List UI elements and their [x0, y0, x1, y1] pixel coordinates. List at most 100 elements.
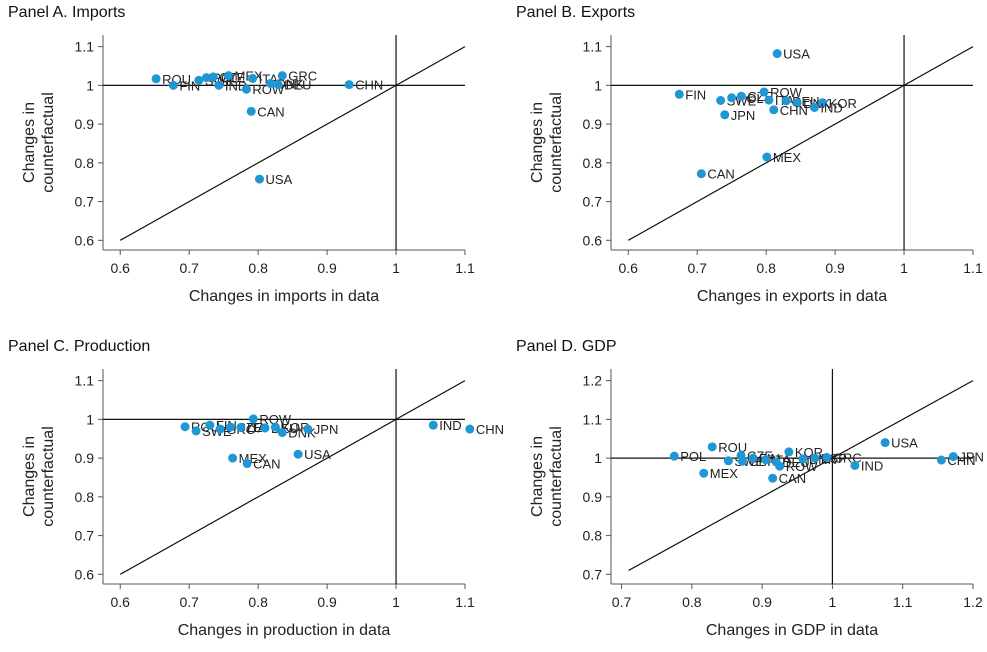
y-axis-title-line: counterfactual	[548, 426, 565, 527]
point-label: USA	[783, 47, 810, 62]
diagonal-line	[119, 380, 466, 575]
point-label: ROW	[770, 85, 803, 100]
x-tick-label: 0.9	[752, 594, 772, 610]
y-tick-label: 0.7	[583, 194, 603, 210]
data-point	[208, 72, 218, 82]
y-tick-label: 0.8	[583, 528, 603, 544]
y-tick-label: 0.7	[75, 194, 95, 210]
diagonal-line	[628, 380, 974, 571]
data-point	[248, 73, 258, 83]
y-tick-label: 0.8	[75, 155, 95, 171]
data-point	[762, 152, 772, 162]
y-axis-title-line: Changes in	[21, 436, 38, 517]
data-point	[810, 453, 820, 463]
y-axis-title-line: Changes in	[21, 102, 38, 183]
y-tick-label: 0.9	[75, 116, 95, 132]
point-label: DEU	[284, 78, 311, 93]
x-tick-label: 1.1	[893, 594, 913, 610]
point-label: CHN	[355, 78, 383, 93]
x-tick-label: 0.7	[179, 594, 199, 610]
diagonal-line	[119, 46, 466, 241]
data-point	[214, 80, 224, 90]
data-point	[236, 422, 246, 432]
data-point	[736, 91, 746, 101]
point-label: IND	[225, 78, 247, 93]
y-axis-title: Changes in counterfactual	[21, 426, 57, 527]
y-tick-label: 0.9	[583, 116, 603, 132]
y-axis-title-line: Changes in	[529, 436, 546, 517]
data-point	[761, 455, 771, 465]
y-tick-label: 0.8	[583, 155, 603, 171]
x-axis-title: Changes in imports in data	[189, 288, 379, 305]
data-point	[215, 424, 225, 434]
x-tick-label: 0.8	[248, 594, 268, 610]
data-point	[772, 49, 782, 59]
x-tick-label: 1	[392, 594, 400, 610]
data-point	[168, 80, 178, 90]
scatter-chart: 0.60.70.80.911.10.60.70.80.911.1ROUSWEFI…	[21, 369, 504, 639]
data-point	[784, 447, 794, 457]
data-point	[936, 455, 946, 465]
data-point	[792, 98, 802, 108]
data-point	[748, 453, 758, 463]
data-point	[344, 80, 354, 90]
y-axis-title-line: Changes in	[529, 102, 546, 183]
y-tick-label: 1.1	[583, 39, 603, 55]
data-point	[822, 452, 832, 462]
data-point	[201, 73, 211, 83]
y-tick-label: 0.8	[75, 489, 95, 505]
x-tick-label: 1.2	[963, 594, 983, 610]
data-point	[727, 93, 737, 103]
data-point	[669, 451, 679, 461]
data-point	[191, 426, 201, 436]
data-point	[737, 456, 747, 466]
y-axis-title-line: counterfactual	[548, 92, 565, 193]
data-point	[228, 453, 238, 463]
point-label: CAN	[779, 471, 806, 486]
data-point	[277, 428, 287, 438]
data-point	[850, 460, 860, 470]
x-tick-label: 0.7	[687, 260, 707, 276]
data-point	[248, 414, 258, 424]
point-label: ITA	[247, 420, 267, 435]
data-point	[241, 84, 251, 94]
point-label: ROW	[259, 412, 292, 427]
point-label: MEX	[710, 466, 739, 481]
data-point	[151, 74, 161, 84]
data-point	[769, 105, 779, 115]
data-point	[180, 422, 190, 432]
point-label: USA	[891, 436, 918, 451]
y-tick-label: 1.2	[583, 373, 603, 389]
data-point	[303, 424, 313, 434]
data-point	[205, 420, 215, 430]
data-point	[781, 96, 791, 106]
x-tick-label: 1	[392, 260, 400, 276]
y-tick-label: 0.7	[75, 528, 95, 544]
x-tick-label: 1	[900, 260, 908, 276]
point-label: DNK	[277, 76, 305, 91]
data-point	[723, 456, 733, 466]
data-point	[707, 442, 717, 452]
data-point	[223, 71, 233, 81]
x-tick-label: 0.9	[825, 260, 845, 276]
data-point	[818, 98, 828, 108]
point-label: KOR	[281, 420, 309, 435]
y-tick-label: 1	[86, 77, 94, 93]
data-point	[768, 473, 778, 483]
data-point	[226, 422, 236, 432]
x-tick-label: 1.1	[455, 594, 475, 610]
point-label: POL	[680, 449, 706, 464]
point-label: MEX	[773, 150, 802, 165]
point-label: CHN	[476, 422, 504, 437]
point-label: USA	[304, 447, 331, 462]
y-tick-label: 0.9	[75, 450, 95, 466]
point-label: GRC	[288, 69, 317, 84]
data-point	[716, 95, 726, 105]
point-label: FIN	[685, 87, 706, 102]
data-point	[255, 174, 265, 184]
y-tick-label: 0.6	[583, 232, 603, 248]
x-tick-label: 1	[829, 594, 837, 610]
panel-title: Panel B. Exports	[516, 4, 636, 21]
